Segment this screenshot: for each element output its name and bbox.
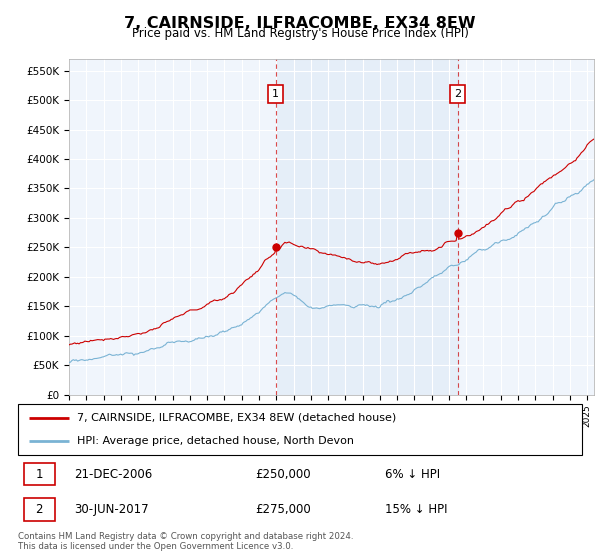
Bar bbox=[276, 59, 458, 395]
Text: £250,000: £250,000 bbox=[255, 468, 311, 480]
Text: 7, CAIRNSIDE, ILFRACOMBE, EX34 8EW: 7, CAIRNSIDE, ILFRACOMBE, EX34 8EW bbox=[124, 16, 476, 31]
FancyBboxPatch shape bbox=[23, 463, 55, 486]
FancyBboxPatch shape bbox=[18, 404, 582, 455]
Text: 30-JUN-2017: 30-JUN-2017 bbox=[74, 503, 149, 516]
Text: 15% ↓ HPI: 15% ↓ HPI bbox=[385, 503, 447, 516]
Text: 21-DEC-2006: 21-DEC-2006 bbox=[74, 468, 152, 480]
Text: Price paid vs. HM Land Registry's House Price Index (HPI): Price paid vs. HM Land Registry's House … bbox=[131, 27, 469, 40]
Text: 2: 2 bbox=[35, 503, 43, 516]
FancyBboxPatch shape bbox=[23, 498, 55, 521]
Text: 6% ↓ HPI: 6% ↓ HPI bbox=[385, 468, 440, 480]
Text: 1: 1 bbox=[35, 468, 43, 480]
Text: 1: 1 bbox=[272, 89, 279, 99]
Text: HPI: Average price, detached house, North Devon: HPI: Average price, detached house, Nort… bbox=[77, 436, 354, 446]
Text: Contains HM Land Registry data © Crown copyright and database right 2024.
This d: Contains HM Land Registry data © Crown c… bbox=[18, 532, 353, 552]
Text: 2: 2 bbox=[454, 89, 461, 99]
Text: £275,000: £275,000 bbox=[255, 503, 311, 516]
Text: 7, CAIRNSIDE, ILFRACOMBE, EX34 8EW (detached house): 7, CAIRNSIDE, ILFRACOMBE, EX34 8EW (deta… bbox=[77, 413, 397, 423]
